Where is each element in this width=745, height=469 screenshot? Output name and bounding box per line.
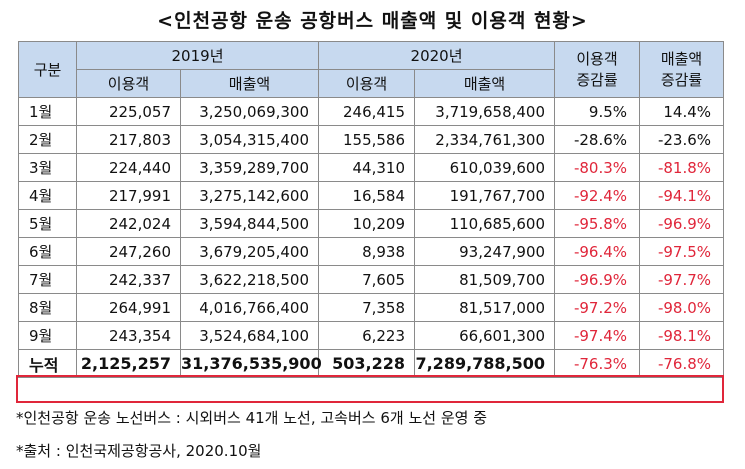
cell-passengers-2019: 242,024 [76, 209, 181, 238]
cell-passenger-change: -80.3% [554, 153, 641, 182]
header-year-2019: 2019년 [75, 41, 320, 70]
route-note: *인천공항 운송 노선버스 : 시외버스 41개 노선, 고속버스 6개 노선 … [16, 409, 488, 427]
cell-passenger-change: -95.8% [554, 209, 641, 238]
cell-revenue-2020: 81,517,000 [414, 293, 556, 322]
cell-revenue-2019: 4,016,766,400 [179, 293, 320, 322]
cell-revenue-2020: 3,719,658,400 [414, 97, 556, 126]
cell-revenue-2020: 93,247,900 [414, 237, 556, 266]
table-body: 1월 225,057 3,250,069,300 246,415 3,719,658,4… [18, 97, 725, 378]
cell-passengers-2020: 503,228 [318, 349, 416, 378]
table-row: 4월 217,991 3,275,142,600 16,584 191,767,700-… [18, 181, 725, 210]
header-year-2020: 2020년 [318, 41, 556, 70]
page-title: <인천공항 운송 공항버스 매출액 및 이용객 현황> [157, 10, 588, 32]
table-row: 5월 242,024 3,594,844,500 10,209 110,685,600-… [18, 209, 725, 238]
cell-passengers-2020: 8,938 [318, 237, 416, 266]
cell-revenue-2019: 3,275,142,600 [179, 181, 320, 210]
header-passenger-change: 이용객 증감률 [554, 41, 641, 98]
cell-passengers-2020: 7,358 [318, 293, 416, 322]
cell-month: 1월 [18, 97, 77, 126]
cell-month: 누적 [18, 349, 77, 378]
cell-passengers-2020: 7,605 [318, 265, 416, 294]
cell-revenue-2020: 2,334,761,300 [414, 125, 556, 154]
cell-month: 8월 [18, 293, 77, 322]
cell-passengers-2019: 217,991 [76, 181, 181, 210]
cell-passenger-change: 9.5% [554, 97, 641, 126]
cell-revenue-change: -76.8% [639, 349, 725, 378]
cell-revenue-2019: 3,622,218,500 [179, 265, 320, 294]
cell-passenger-change: -28.6% [554, 125, 641, 154]
cell-revenue-2020: 110,685,600 [414, 209, 556, 238]
cell-passengers-2019: 243,354 [76, 321, 181, 350]
cell-month: 6월 [18, 237, 77, 266]
cell-passenger-change: -92.4% [554, 181, 641, 210]
cell-passengers-2020: 10,209 [318, 209, 416, 238]
table-row: 1월 225,057 3,250,069,300 246,415 3,719,658,4… [18, 97, 725, 126]
total-row: 누적 2,125,257 31,376,535,900 503,228 7,289,78… [18, 349, 725, 378]
cell-revenue-2019: 3,359,289,700 [179, 153, 320, 182]
cell-passengers-2020: 6,223 [318, 321, 416, 350]
cell-revenue-2020: 610,039,600 [414, 153, 556, 182]
header-row-2: 이용객 매출액 이용객 매출액 [19, 69, 724, 98]
cell-passengers-2019: 224,440 [76, 153, 181, 182]
table-row: 2월 217,803 3,054,315,400 155,586 2,334,761,3… [18, 125, 725, 154]
source-note: *출처 : 인천국제공항공사, 2020.10월 [16, 442, 262, 460]
table-row: 7월 242,337 3,622,218,500 7,605 81,509,700 -96… [18, 265, 725, 294]
header-revenue-change: 매출액 증감률 [639, 41, 725, 98]
cell-revenue-2020: 7,289,788,500 [414, 349, 556, 378]
cell-passengers-2019: 242,337 [76, 265, 181, 294]
header-revenue-2019: 매출액 [179, 69, 320, 98]
cell-passengers-2019: 225,057 [76, 97, 181, 126]
cell-month: 4월 [18, 181, 77, 210]
cell-revenue-2019: 3,250,069,300 [179, 97, 320, 126]
cell-month: 2월 [18, 125, 77, 154]
cell-revenue-change: -98.1% [639, 321, 725, 350]
table-row: 9월 243,354 3,524,684,100 6,223 66,601,300 -97… [18, 321, 725, 350]
cell-revenue-change: 14.4% [639, 97, 725, 126]
cell-revenue-2020: 81,509,700 [414, 265, 556, 294]
cell-revenue-change: -98.0% [639, 293, 725, 322]
cell-passengers-2019: 247,260 [76, 237, 181, 266]
cell-revenue-2019: 3,594,844,500 [179, 209, 320, 238]
cell-revenue-2020: 191,767,700 [414, 181, 556, 210]
header-category: 구분 [18, 41, 77, 98]
cell-revenue-change: -23.6% [639, 125, 725, 154]
cell-passengers-2020: 246,415 [318, 97, 416, 126]
table-row: 6월 247,260 3,679,205,400 8,938 93,247,900 -96… [18, 237, 725, 266]
cell-revenue-change: -81.8% [639, 153, 725, 182]
cell-passengers-2020: 44,310 [318, 153, 416, 182]
cell-passengers-2020: 155,586 [318, 125, 416, 154]
cell-passenger-change: -97.4% [554, 321, 641, 350]
cell-passenger-change: -96.9% [554, 265, 641, 294]
cell-month: 9월 [18, 321, 77, 350]
cell-revenue-2019: 3,524,684,100 [179, 321, 320, 350]
cell-revenue-2019: 31,376,535,900 [179, 349, 322, 378]
cell-month: 5월 [18, 209, 77, 238]
cell-passengers-2019: 2,125,257 [76, 349, 181, 378]
cell-revenue-2020: 66,601,300 [414, 321, 556, 350]
cell-revenue-change: -94.1% [639, 181, 725, 210]
cell-passenger-change: -96.4% [554, 237, 641, 266]
table-row: 3월 224,440 3,359,289,700 44,310 610,039,600-… [18, 153, 725, 182]
cell-month: 3월 [18, 153, 77, 182]
cell-passenger-change: -76.3% [554, 349, 641, 378]
cell-revenue-2019: 3,679,205,400 [179, 237, 320, 266]
cell-revenue-change: -96.9% [639, 209, 725, 238]
cell-passengers-2019: 217,803 [76, 125, 181, 154]
header-passengers-2019: 이용객 [76, 69, 181, 98]
table-row: 8월 264,991 4,016,766,400 7,358 81,517,000 -97… [18, 293, 725, 322]
header-revenue-2020: 매출액 [414, 69, 556, 98]
cell-passengers-2019: 264,991 [76, 293, 181, 322]
total-row-highlight [16, 375, 724, 403]
cell-revenue-change: -97.7% [639, 265, 725, 294]
cell-month: 7월 [18, 265, 77, 294]
cell-revenue-change: -97.5% [639, 237, 725, 266]
cell-passengers-2020: 16,584 [318, 181, 416, 210]
header-passengers-2020: 이용객 [318, 69, 416, 98]
cell-revenue-2019: 3,054,315,400 [179, 125, 320, 154]
stats-table: 구분 2019년 2020년 이용객 증감률 매출액 증감률 이용객 매출액 이… [18, 41, 725, 378]
cell-passenger-change: -97.2% [554, 293, 641, 322]
header-row-1: 구분 2019년 2020년 이용객 증감률 매출액 증감률 [18, 41, 725, 98]
